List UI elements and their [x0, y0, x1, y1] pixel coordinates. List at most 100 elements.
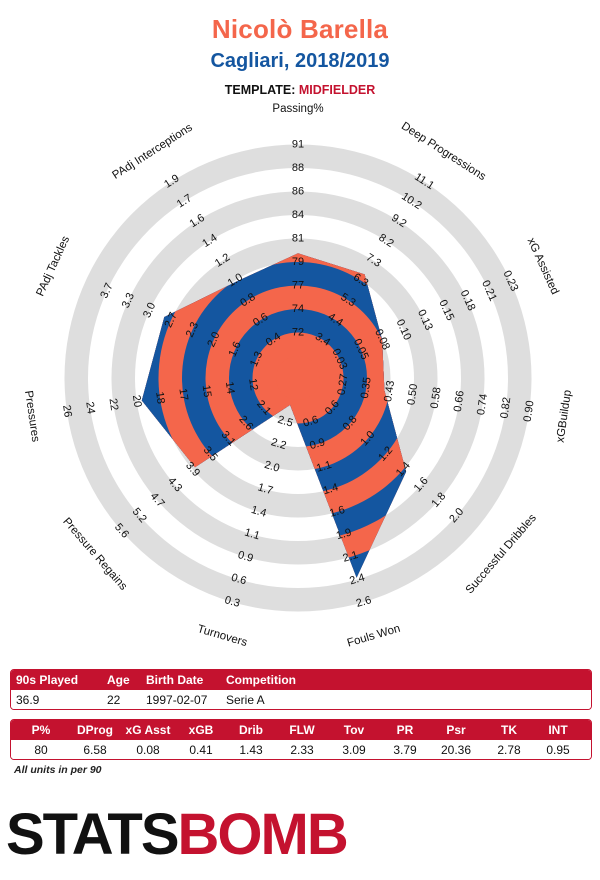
radar-band-center: [276, 356, 320, 400]
tick-label: 12: [246, 378, 260, 392]
metrics-header-cell: FLW: [289, 723, 315, 737]
info-table-header: 90s Played Age Birth Date Competition: [11, 670, 591, 690]
tick-label: 1.7: [256, 481, 274, 497]
logo-stats-text: STATS: [6, 802, 180, 867]
tick-label: 3.7: [98, 281, 115, 300]
tick-label: 2.3: [184, 320, 201, 339]
tick-label: 17: [176, 388, 190, 402]
metrics-value-cell: 0.08: [136, 743, 160, 757]
tick-label: 3.0: [141, 301, 158, 320]
tick-label: 0.27: [336, 373, 351, 396]
tick-label: 2.6: [355, 594, 373, 610]
tick-label: 77: [292, 280, 304, 292]
tick-label: 0.66: [452, 390, 467, 413]
template-label: TEMPLATE:: [224, 83, 296, 97]
info-value-cell: 36.9: [16, 693, 40, 707]
tick-label: 81: [292, 233, 304, 245]
tick-label: 2.0: [205, 330, 222, 349]
metrics-value-cell: 3.79: [393, 743, 417, 757]
metrics-value-cell: 2.33: [290, 743, 314, 757]
metrics-table-header: P% DProg xG Asst xGB Drib FLW Tov PR Psr…: [11, 720, 591, 740]
tick-label: 86: [292, 186, 304, 198]
metrics-header-cell: PR: [396, 723, 414, 737]
player-name: Nicolò Barella: [211, 14, 389, 44]
metrics-header-cell: Tov: [343, 723, 365, 737]
metrics-header-cell: xGB: [188, 723, 214, 737]
tick-label: 0.43: [382, 380, 397, 403]
tick-label: 1.4: [322, 481, 340, 497]
metrics-header-cell: TK: [501, 723, 517, 737]
metrics-table: P% DProg xG Asst xGB Drib FLW Tov PR Psr…: [10, 719, 592, 760]
tick-label: 24: [83, 401, 97, 415]
tick-label: 22: [107, 398, 121, 412]
tick-label: 1.1: [315, 459, 333, 475]
team-season: Cagliari, 2018/2019: [210, 50, 390, 72]
axis-label: xGBuildup: [555, 389, 574, 443]
statsbomb-logo: STATSBOMB: [6, 806, 349, 864]
tick-label: 2.0: [263, 459, 281, 475]
radar-chart: 727477798184868891Passing%3.44.45.36.37.…: [22, 103, 574, 650]
logo-bomb-text: BOMB: [177, 802, 349, 867]
metrics-value-cell: 0.41: [189, 743, 213, 757]
tick-label: 2.4: [348, 572, 366, 588]
tick-label: 1.4: [250, 504, 268, 520]
tick-label: 3.3: [120, 291, 137, 310]
info-table-row: 36.9 22 1997-02-07 Serie A: [11, 690, 591, 709]
metrics-value-cell: 0.95: [546, 743, 570, 757]
info-header-cell: Competition: [226, 673, 296, 687]
metrics-value-cell: 6.58: [83, 743, 107, 757]
tick-label: 0.74: [475, 393, 490, 416]
metrics-value-cell: 3.09: [342, 743, 366, 757]
metrics-header-cell: P%: [31, 723, 51, 737]
units-footnote: All units in per 90: [14, 764, 102, 776]
tick-label: 2.5: [276, 414, 294, 430]
tick-label: 0.9: [236, 549, 254, 565]
template-line: TEMPLATE: MIDFIELDER: [0, 83, 600, 97]
metrics-value-cell: 80: [34, 743, 48, 757]
info-value-cell: Serie A: [226, 693, 265, 707]
tick-label: 74: [292, 303, 304, 315]
metrics-header-cell: xG Asst: [125, 723, 171, 737]
tick-label: 1.6: [328, 504, 346, 520]
metrics-header-cell: DProg: [77, 723, 113, 737]
info-header-cell: Age: [107, 673, 130, 687]
tick-label: 2.1: [341, 549, 359, 565]
tick-label: 1.9: [335, 526, 353, 542]
info-header-cell: Birth Date: [146, 673, 204, 687]
tick-label: 18: [153, 391, 167, 405]
tick-label: 1.6: [227, 340, 244, 359]
tick-label: 0.90: [522, 400, 537, 423]
metrics-header-cell: Psr: [446, 723, 466, 737]
tick-label: 2.2: [270, 436, 288, 452]
template-value: MIDFIELDER: [298, 83, 376, 97]
metrics-value-cell: 1.43: [239, 743, 263, 757]
metrics-table-row: 80 6.58 0.08 0.41 1.43 2.33 3.09 3.79 20…: [11, 740, 591, 759]
tick-label: 0.9: [308, 436, 326, 452]
tick-label: 0.6: [230, 572, 248, 588]
axis-label: Passing%: [272, 103, 323, 115]
tick-label: 88: [292, 162, 304, 174]
tick-label: 91: [292, 139, 304, 151]
tick-label: 0.6: [302, 414, 320, 430]
info-value-cell: 1997-02-07: [146, 693, 208, 707]
tick-label: 14: [223, 381, 237, 395]
tick-label: 0.82: [498, 396, 513, 419]
metrics-value-cell: 2.78: [497, 743, 521, 757]
tick-label: 72: [292, 327, 304, 339]
axis-label: Pressures: [22, 390, 41, 443]
tick-label: 1.3: [248, 350, 265, 369]
tick-label: 0.3: [223, 594, 241, 610]
tick-label: 0.58: [429, 386, 444, 409]
info-header-cell: 90s Played: [16, 673, 79, 687]
metrics-value-cell: 20.36: [440, 743, 472, 757]
tick-label: 0.35: [359, 376, 374, 399]
tick-label: 26: [60, 404, 74, 418]
tick-label: 2.7: [162, 311, 179, 330]
tick-label: 1.1: [243, 526, 261, 542]
info-table: 90s Played Age Birth Date Competition 36…: [10, 669, 592, 710]
info-value-cell: 22: [107, 693, 121, 707]
metrics-header-cell: Drib: [239, 723, 263, 737]
tick-label: 20: [130, 394, 144, 408]
metrics-header-cell: INT: [548, 723, 568, 737]
tick-label: 79: [292, 256, 304, 268]
